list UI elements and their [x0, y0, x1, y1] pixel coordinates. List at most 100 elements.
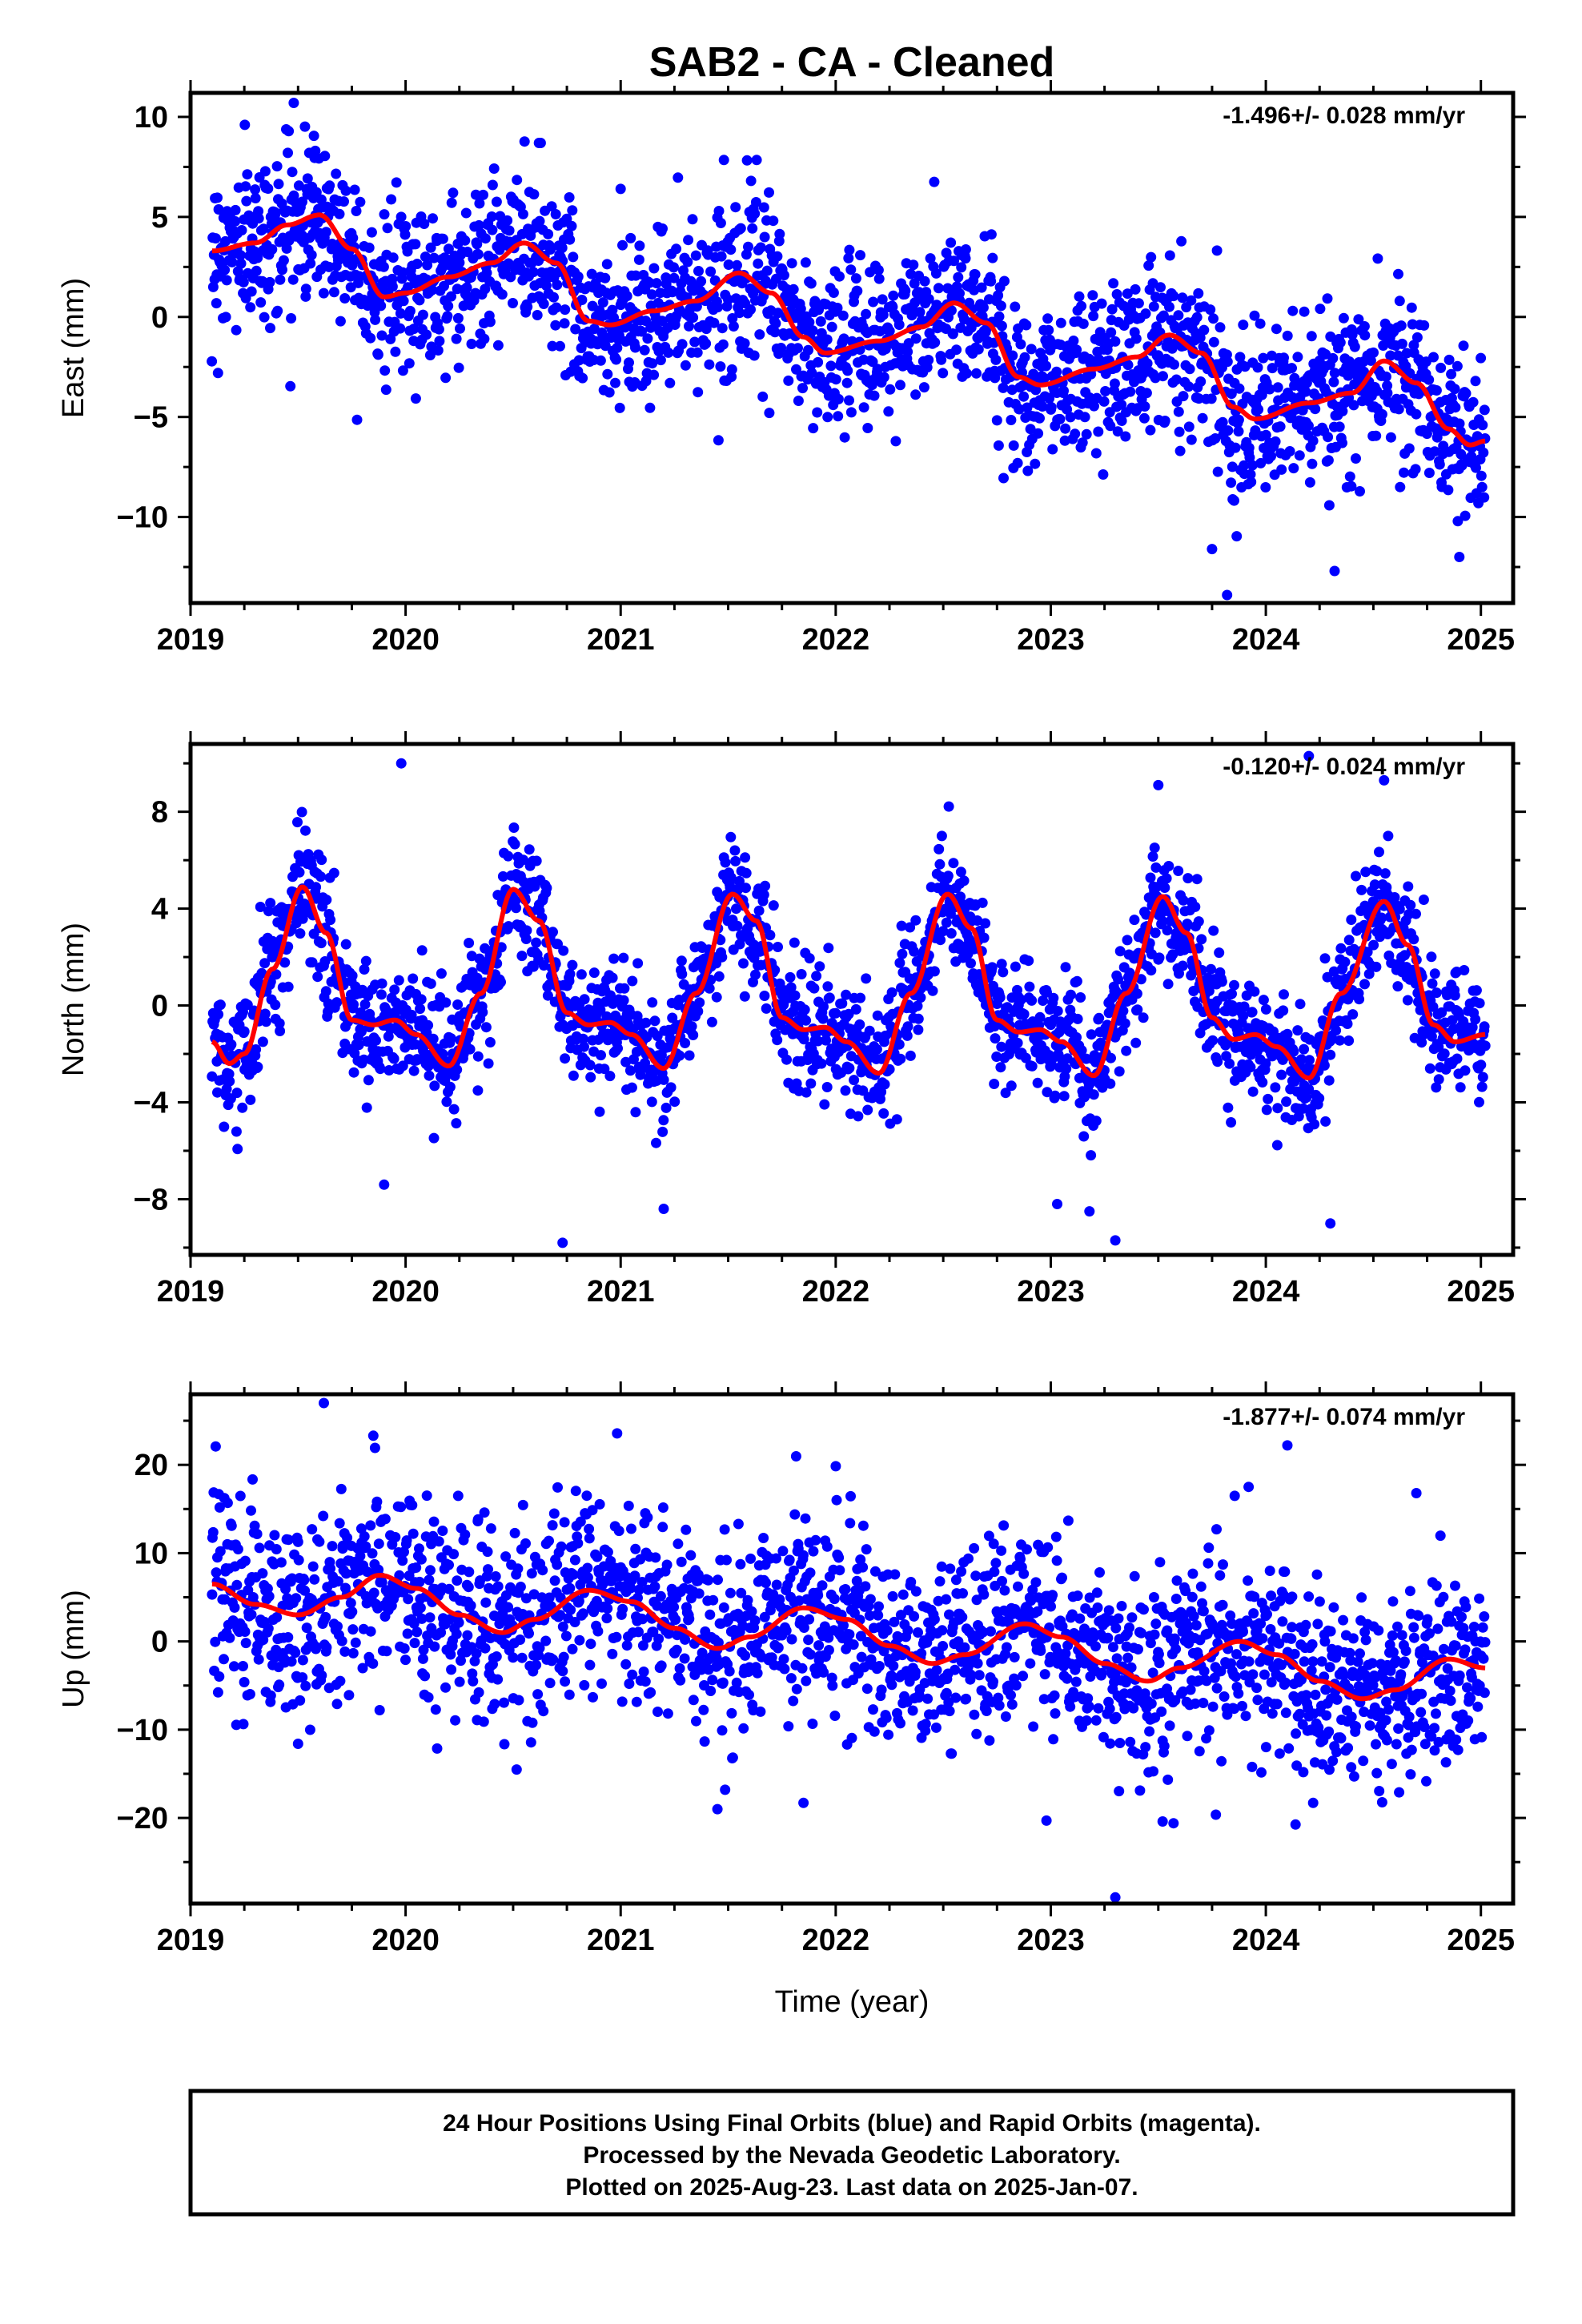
east-point: [1395, 481, 1406, 493]
east-point: [570, 324, 581, 335]
north-point: [1000, 1088, 1011, 1099]
north-outlier-point: [557, 1237, 568, 1248]
east-point: [1276, 464, 1287, 475]
north-point: [1114, 1066, 1125, 1077]
up-point: [343, 1690, 355, 1701]
north-point: [966, 958, 976, 969]
east-point: [1193, 393, 1204, 404]
north-point: [1459, 965, 1470, 975]
up-point: [469, 1655, 480, 1667]
east-point: [759, 231, 770, 243]
up-point: [401, 1535, 412, 1546]
north-point: [564, 968, 576, 979]
east-point: [1292, 352, 1303, 363]
north-point: [440, 997, 452, 1008]
east-point: [872, 364, 883, 375]
east-point: [577, 372, 588, 384]
east-point: [396, 211, 407, 223]
east-point: [1007, 350, 1018, 361]
up-point: [399, 1643, 410, 1654]
north-point: [998, 967, 1009, 978]
north-point: [1105, 1078, 1116, 1089]
north-point: [618, 995, 629, 1006]
north-point: [1226, 1117, 1237, 1128]
north-point: [1339, 956, 1351, 967]
east-point: [1034, 412, 1045, 424]
north-point: [1258, 995, 1269, 1006]
east-point: [633, 254, 644, 265]
east-point: [825, 360, 837, 372]
north-point: [991, 1051, 1002, 1062]
north-point: [994, 992, 1006, 1003]
east-point: [230, 215, 241, 227]
up-point: [468, 1675, 479, 1687]
north-point: [1343, 935, 1355, 946]
east-point: [402, 246, 413, 257]
north-point: [1113, 974, 1124, 985]
north-point: [1135, 974, 1146, 985]
up-point: [499, 1697, 509, 1708]
east-point: [1211, 245, 1223, 256]
east-point: [844, 244, 855, 255]
east-point: [300, 291, 311, 302]
north-point: [1299, 1043, 1310, 1055]
north-point: [627, 975, 638, 987]
east-point: [1344, 356, 1355, 367]
east-point: [285, 380, 296, 392]
north-point: [772, 1035, 783, 1046]
north-point: [1439, 1048, 1450, 1059]
east-point: [1239, 361, 1251, 372]
east-point: [805, 278, 817, 289]
up-point: [558, 1651, 569, 1663]
east-point: [677, 339, 688, 350]
east-point: [774, 228, 785, 239]
east-point: [480, 233, 491, 244]
north-point: [647, 997, 658, 1008]
east-point: [1287, 363, 1297, 374]
east-point: [669, 262, 679, 273]
north-point: [1295, 999, 1306, 1010]
east-point: [1419, 320, 1430, 331]
up-point: [403, 1594, 414, 1605]
east-point: [933, 283, 944, 294]
east-point: [1191, 312, 1203, 323]
east-point: [1231, 531, 1243, 542]
up-point: [251, 1529, 263, 1539]
up-point: [552, 1482, 563, 1493]
east-point: [453, 362, 464, 373]
east-point: [454, 257, 465, 268]
north-point: [359, 999, 371, 1010]
north-point: [649, 1015, 661, 1027]
east-point: [745, 175, 757, 187]
north-point: [942, 870, 954, 882]
up-point: [336, 1635, 347, 1647]
north-point: [219, 1121, 230, 1132]
east-point: [797, 383, 808, 394]
east-point: [595, 355, 606, 366]
up-point: [492, 1674, 504, 1685]
north-point: [1268, 1026, 1279, 1037]
north-point: [1227, 988, 1237, 999]
east-point: [351, 414, 363, 425]
east-point: [832, 303, 843, 313]
east-point: [826, 321, 837, 332]
east-point: [682, 256, 693, 267]
east-point: [893, 320, 905, 330]
up-point: [532, 1689, 544, 1700]
north-point: [819, 1099, 830, 1110]
north-point: [270, 999, 281, 1011]
east-point: [815, 316, 826, 327]
up-point: [316, 1670, 327, 1681]
north-point: [1145, 872, 1156, 883]
east-point: [1258, 352, 1269, 364]
north-point: [996, 1041, 1007, 1052]
east-point: [340, 185, 351, 196]
east-point: [918, 382, 930, 393]
north-point: [1075, 992, 1086, 1003]
east-point: [1272, 382, 1283, 393]
up-point: [408, 1618, 420, 1629]
east-y-axis-label: East (mm): [57, 278, 90, 418]
east-point: [339, 293, 351, 304]
east-point: [749, 350, 760, 361]
